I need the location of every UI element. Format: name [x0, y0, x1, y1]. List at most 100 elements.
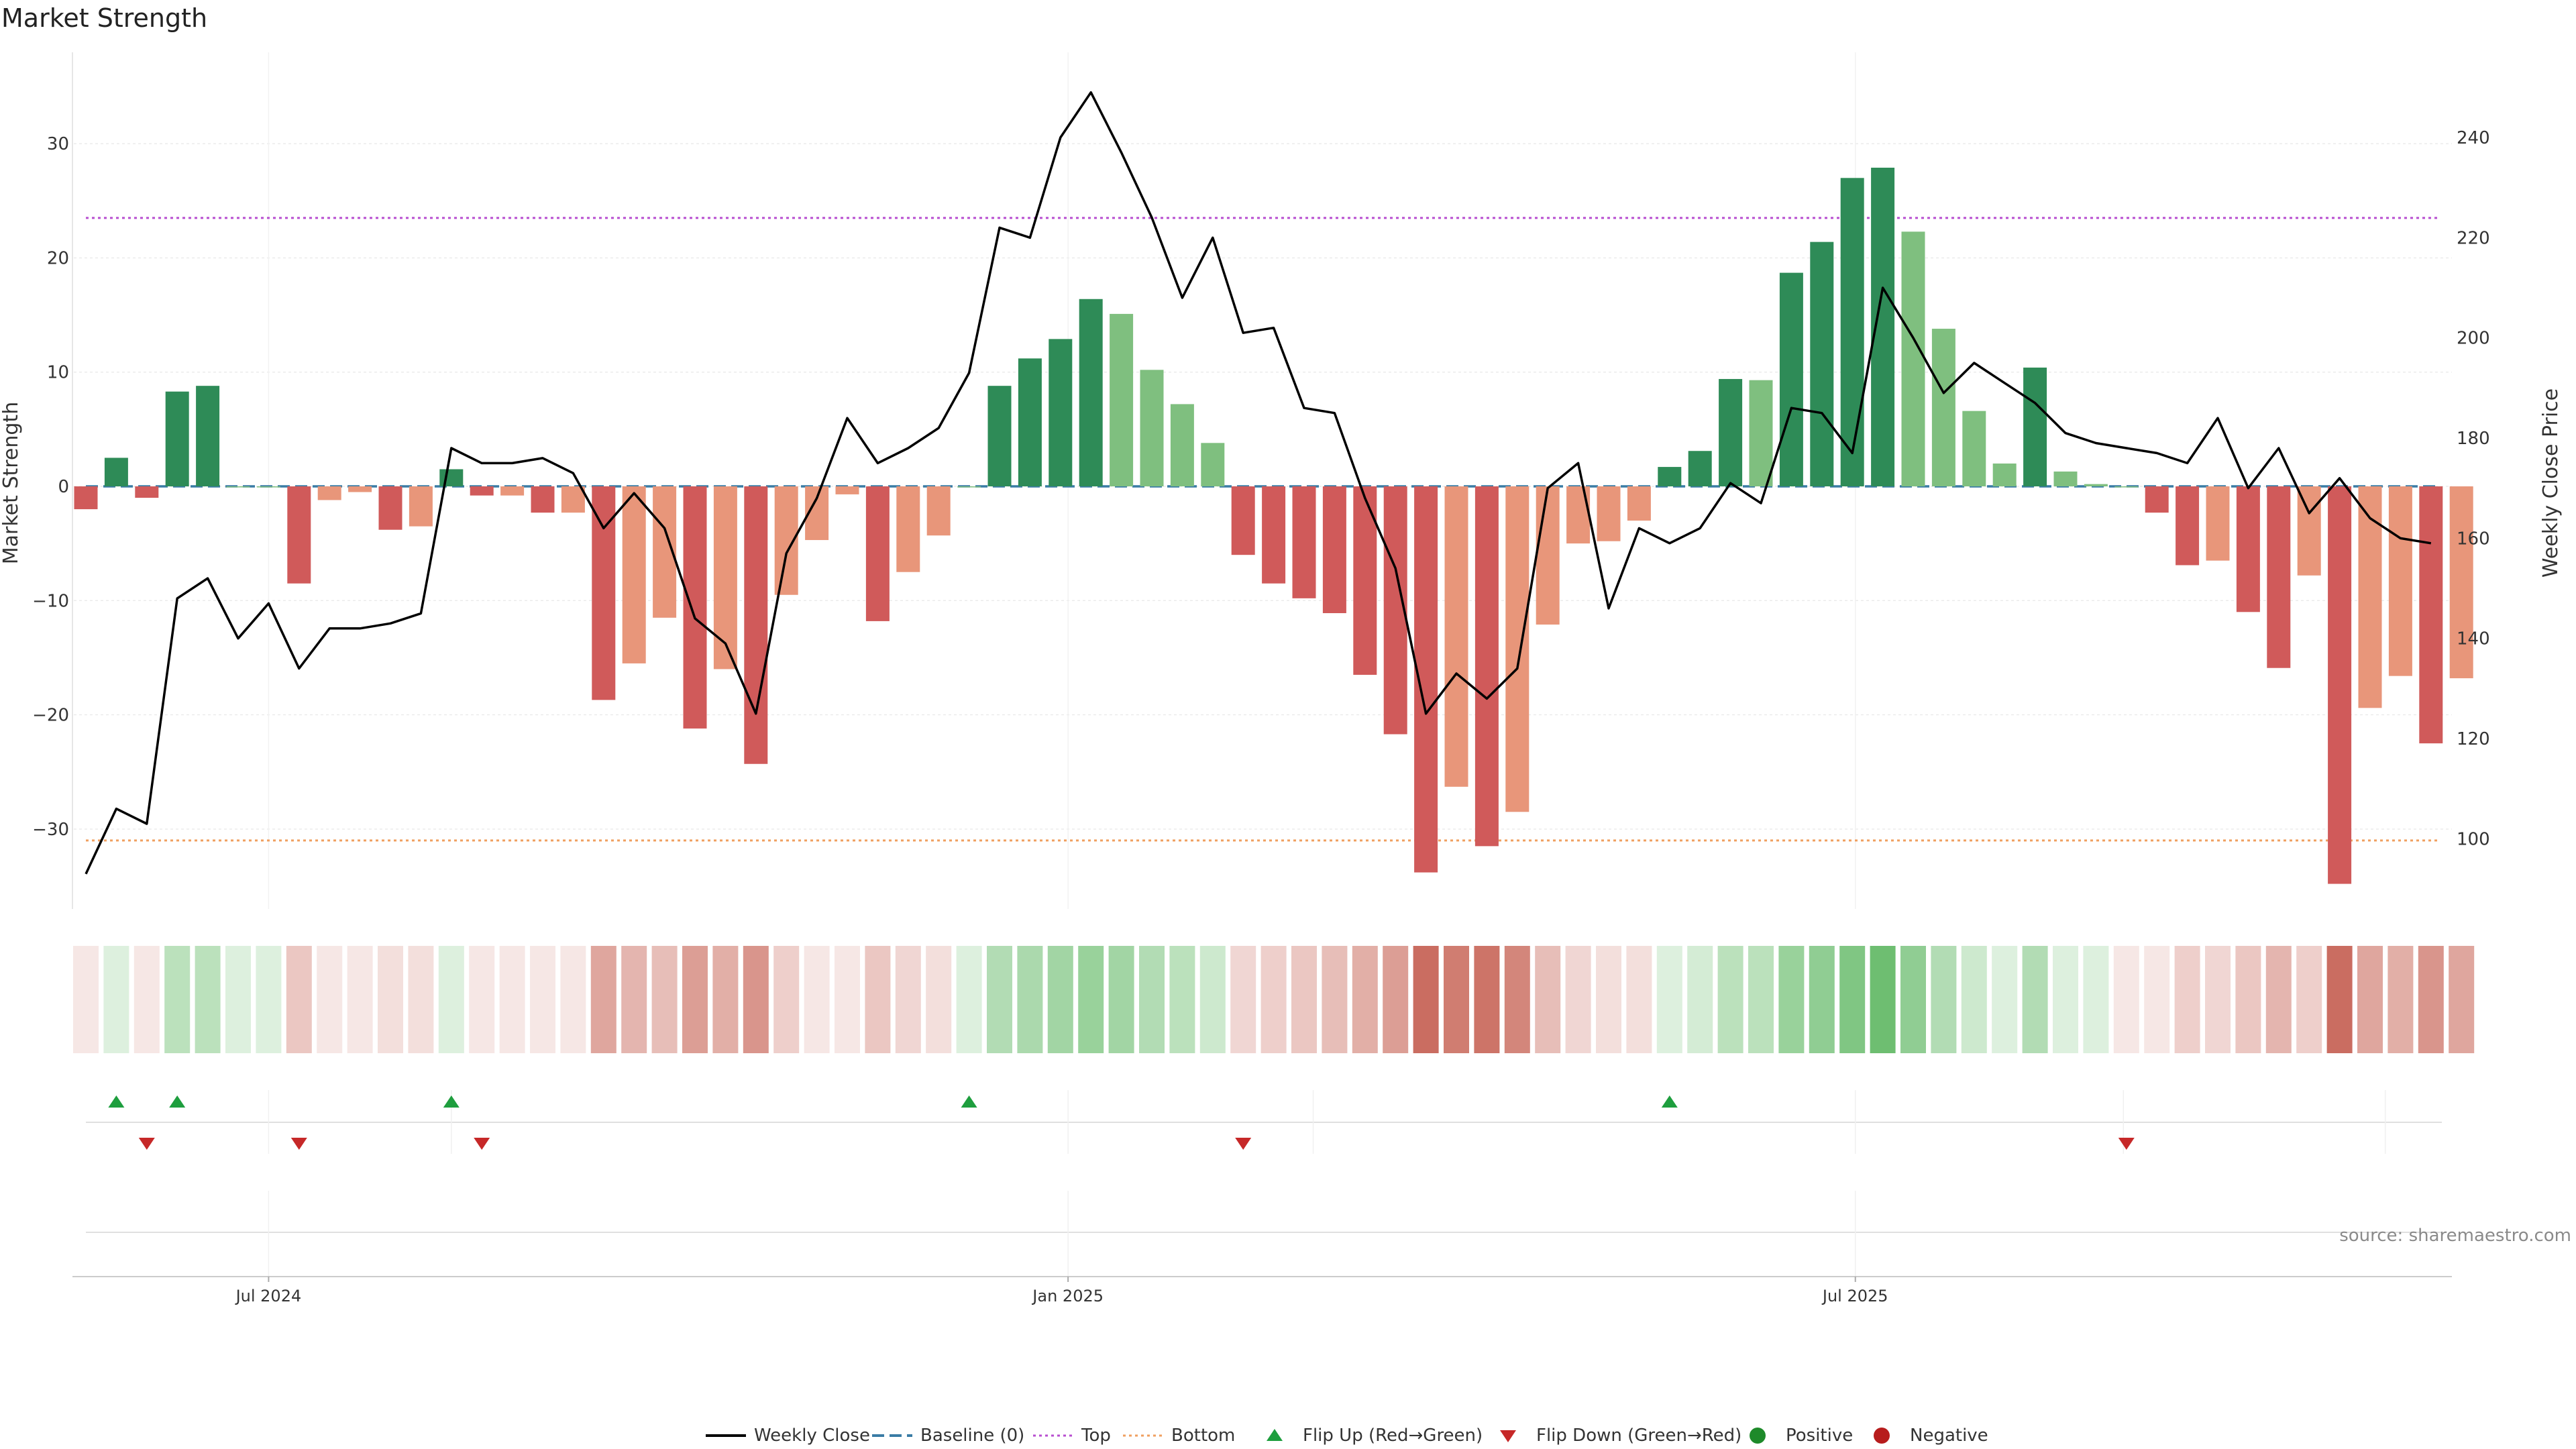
- heatmap-cell: [469, 946, 495, 1053]
- heatmap-cell: [286, 946, 312, 1053]
- heatmap-cell: [1809, 946, 1835, 1053]
- strength-bar: [1079, 299, 1103, 487]
- flip-up-marker: [443, 1095, 460, 1108]
- strength-bar: [1444, 486, 1468, 787]
- heatmap-cell: [1687, 946, 1713, 1053]
- heatmap-cell: [1504, 946, 1530, 1053]
- strength-bar: [165, 391, 189, 487]
- heatmap-cell: [682, 946, 708, 1053]
- right-tick-label: 220: [2457, 228, 2490, 248]
- heatmap-cell: [1535, 946, 1561, 1053]
- heatmap-cell: [1078, 946, 1104, 1053]
- heatmap-cell: [865, 946, 891, 1053]
- heatmap-cell: [1383, 946, 1409, 1053]
- strength-bar: [987, 386, 1012, 487]
- heatmap-cell: [1444, 946, 1469, 1053]
- legend-marker: [1500, 1430, 1516, 1442]
- heatmap-cell: [317, 946, 343, 1053]
- strength-bar: [439, 469, 464, 487]
- strength-bar: [1566, 486, 1591, 544]
- heatmap-cell: [1169, 946, 1195, 1053]
- heatmap-cell: [347, 946, 373, 1053]
- strength-bar: [531, 486, 555, 513]
- heatmap-cell: [1717, 946, 1743, 1053]
- heatmap-cell: [773, 946, 800, 1053]
- strength-bar: [378, 486, 402, 530]
- left-tick-label: 20: [47, 248, 69, 268]
- legend-marker: [1267, 1429, 1283, 1441]
- strength-bar: [2114, 486, 2139, 488]
- strength-bar: [1140, 370, 1164, 487]
- heatmap-cell: [987, 946, 1012, 1053]
- strength-bar: [2419, 486, 2443, 744]
- strength-bar: [2388, 486, 2412, 676]
- heatmap-cell: [2235, 946, 2261, 1053]
- strength-bar: [256, 486, 280, 488]
- heatmap-cell: [956, 946, 982, 1053]
- flip-up-marker: [169, 1095, 186, 1108]
- strength-bar: [865, 486, 890, 621]
- heatmap-cell: [164, 946, 191, 1053]
- legend-label: Bottom: [1171, 1426, 1235, 1446]
- strength-bar: [926, 486, 951, 536]
- strength-bar: [1322, 486, 1346, 614]
- strength-bar: [1262, 486, 1286, 584]
- heatmap-cell: [1961, 946, 1987, 1053]
- right-tick-label: 120: [2457, 729, 2490, 749]
- strength-bar: [226, 486, 250, 488]
- strength-bar: [2053, 471, 2078, 487]
- heatmap-cell: [2083, 946, 2109, 1053]
- strength-bar: [1658, 467, 1682, 487]
- left-tick-label: 0: [58, 477, 69, 497]
- strength-bar: [1292, 486, 1316, 598]
- legend-label: Baseline (0): [920, 1426, 1024, 1446]
- heatmap-cell: [103, 946, 129, 1053]
- strength-bars: [74, 167, 2473, 884]
- strength-bar: [713, 486, 737, 669]
- left-tick-label: 10: [47, 363, 69, 383]
- flip-down-marker: [2118, 1138, 2135, 1150]
- strength-bar: [896, 486, 920, 572]
- heatmap-cell: [2357, 946, 2383, 1053]
- x-tick-label: Jan 2025: [1031, 1287, 1104, 1305]
- strength-bar: [1231, 486, 1255, 555]
- strength-bar: [683, 486, 707, 729]
- heatmap-cell: [804, 946, 830, 1053]
- strength-bar: [287, 486, 311, 584]
- strength-bar: [835, 486, 859, 494]
- strength-bar: [561, 486, 585, 513]
- strength-bar: [317, 486, 341, 500]
- strength-bar: [1627, 486, 1651, 521]
- flip-up-marker: [961, 1095, 977, 1108]
- heatmap-cell: [1839, 946, 1866, 1053]
- heatmap-cell: [590, 946, 616, 1053]
- heatmap-cell: [2326, 946, 2353, 1053]
- heatmap-cell: [926, 946, 952, 1053]
- heatmap-cell: [530, 946, 555, 1053]
- strength-bar: [2236, 486, 2260, 612]
- strength-bar: [409, 486, 433, 527]
- flip-markers: [86, 1090, 2442, 1277]
- heatmap-cell: [621, 946, 647, 1053]
- strength-heatmap: [73, 946, 2475, 1053]
- strength-bar: [2023, 367, 2047, 487]
- heatmap-cell: [1260, 946, 1287, 1053]
- heatmap-cell: [1900, 946, 1926, 1053]
- right-tick-label: 140: [2457, 629, 2490, 649]
- legend: Weekly Close Baseline (0) Top Bottom Flip Up…: [706, 1426, 1988, 1446]
- heatmap-cell: [1596, 946, 1621, 1053]
- strength-bar: [592, 486, 616, 700]
- strength-bar: [1049, 339, 1073, 487]
- strength-bar: [1749, 380, 1773, 487]
- heatmap-cell: [133, 946, 160, 1053]
- strength-bar: [1597, 486, 1621, 541]
- heatmap-cell: [1322, 946, 1348, 1053]
- heatmap-cell: [1047, 946, 1073, 1053]
- right-tick-label: 100: [2457, 829, 2490, 849]
- legend-label: Weekly Close: [754, 1426, 870, 1446]
- heatmap-cell: [1108, 946, 1134, 1053]
- heatmap-cell: [195, 946, 221, 1053]
- strength-bar: [1536, 486, 1560, 625]
- heatmap-cell: [1992, 946, 2018, 1053]
- legend-marker: [1750, 1428, 1766, 1444]
